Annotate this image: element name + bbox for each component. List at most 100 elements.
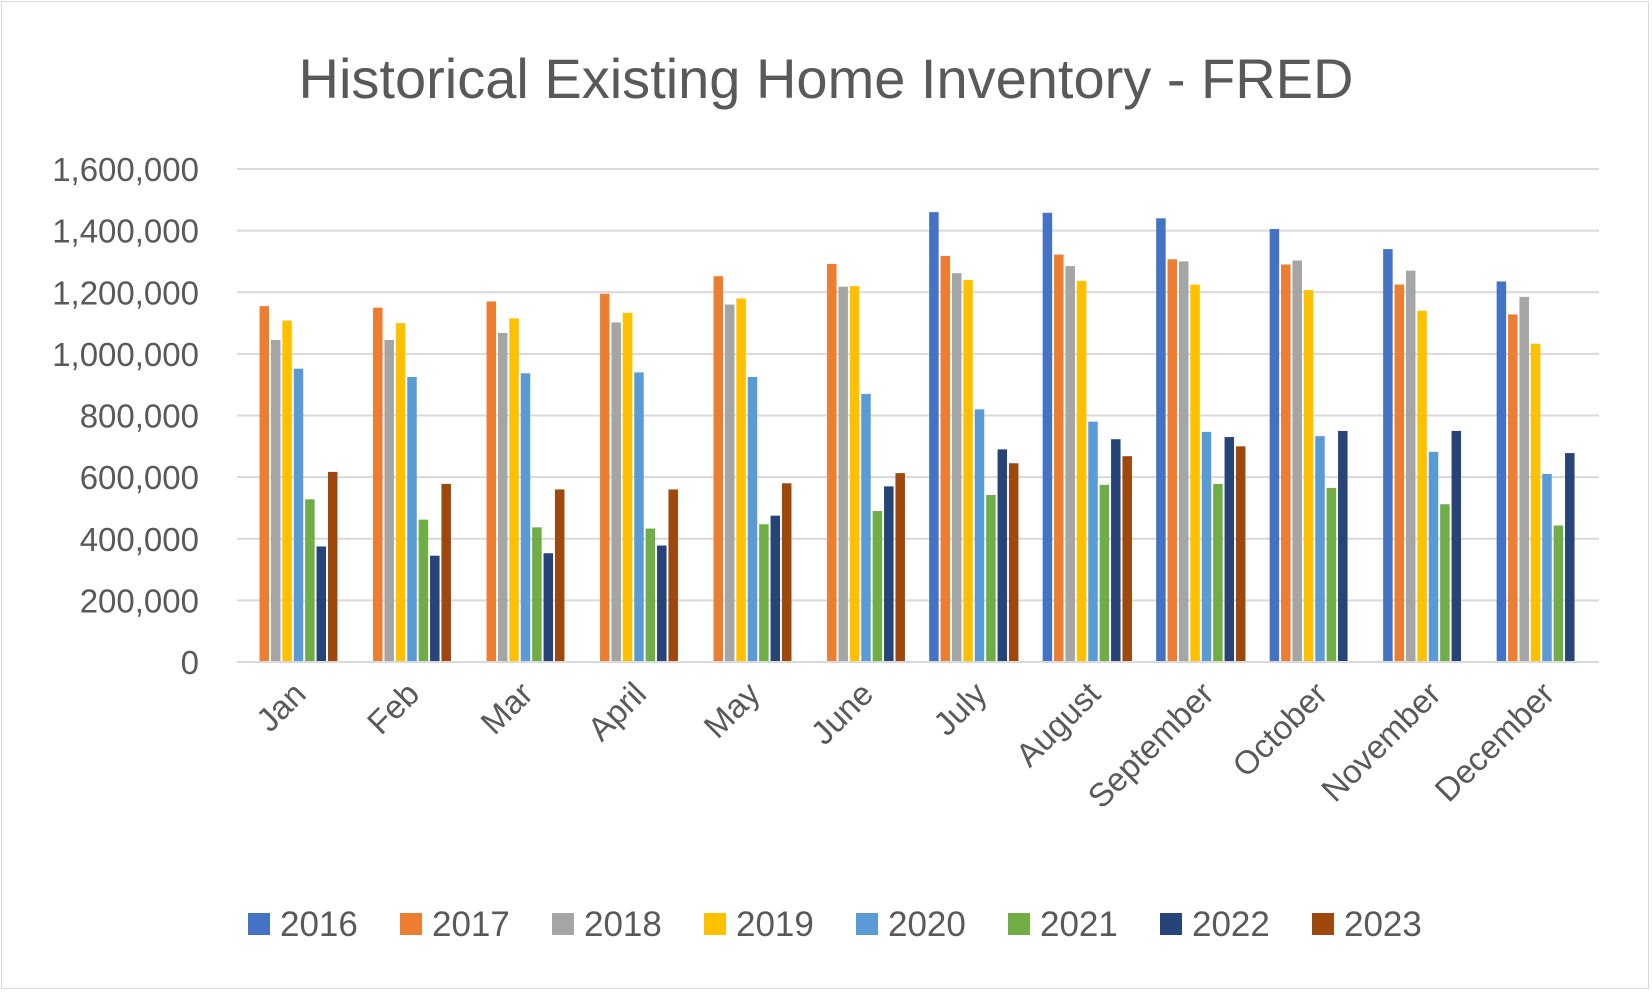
bar-2022-mar <box>543 553 554 662</box>
bar-2022-july <box>997 449 1008 662</box>
bar-2022-december <box>1565 453 1575 662</box>
bar-2019-july <box>963 279 973 662</box>
chart-title: Historical Existing Home Inventory - FRE… <box>299 47 1354 110</box>
x-tick-label: October <box>1225 675 1334 784</box>
legend-swatch-2023 <box>1312 913 1334 935</box>
bar-2018-july <box>951 273 962 662</box>
legend-label-2017: 2017 <box>432 905 510 944</box>
bar-2020-may <box>747 376 758 662</box>
bar-2018-october <box>1292 260 1302 662</box>
bar-2023-april <box>668 489 678 662</box>
bar-2022-may <box>770 515 781 662</box>
bar-2020-jan <box>293 368 304 662</box>
bar-2019-may <box>736 298 746 662</box>
y-tick-label: 200,000 <box>80 582 199 619</box>
bar-2016-november <box>1383 249 1393 663</box>
bar-2018-mar <box>497 332 508 662</box>
bar-2023-jan <box>327 471 338 662</box>
bar-2016-december <box>1496 281 1507 662</box>
bar-2018-september <box>1178 261 1189 662</box>
bar-2023-feb <box>441 483 451 662</box>
bar-2022-september <box>1224 437 1235 662</box>
bar-2016-july <box>929 212 939 662</box>
bar-2020-july <box>974 409 985 662</box>
bar-2019-june <box>849 286 860 662</box>
bar-2020-feb <box>407 376 417 662</box>
bar-2021-jan <box>305 499 315 662</box>
bar-2016-october <box>1269 229 1280 662</box>
bar-2021-june <box>872 511 883 662</box>
bar-2021-mar <box>532 527 542 662</box>
bar-2021-july <box>986 495 996 662</box>
x-tick-label: July <box>926 674 994 742</box>
bar-2019-jan <box>282 320 292 662</box>
x-tick-label: Jan <box>249 675 313 739</box>
y-tick-label: 1,400,000 <box>52 213 199 250</box>
bar-2020-april <box>634 372 644 662</box>
bar-2017-july <box>940 255 951 662</box>
legend-label-2023: 2023 <box>1344 905 1422 944</box>
x-tick-label: June <box>803 675 880 752</box>
bar-2017-september <box>1167 259 1178 662</box>
y-tick-label: 1,200,000 <box>52 274 199 311</box>
bar-2023-august <box>1122 456 1132 662</box>
bar-2019-mar <box>509 318 519 662</box>
bar-2016-september <box>1156 218 1166 663</box>
bar-2019-october <box>1303 290 1314 662</box>
legend-label-2018: 2018 <box>584 905 662 944</box>
bar-2023-september <box>1235 446 1246 662</box>
bar-2017-august <box>1054 254 1064 662</box>
bar-2021-may <box>759 524 769 662</box>
bar-2017-october <box>1281 264 1291 662</box>
y-axis-ticks: 0 200,000 400,000 600,000 800,000 1,000,000 1,… <box>52 151 199 681</box>
bar-2019-november <box>1417 310 1427 662</box>
bar-2023-may <box>781 483 792 662</box>
x-tick-label: April <box>580 675 653 748</box>
y-tick-label: 0 <box>181 644 199 681</box>
bar-2018-may <box>724 304 735 662</box>
bar-2021-november <box>1440 504 1450 662</box>
bar-2019-september <box>1190 284 1200 662</box>
y-tick-label: 800,000 <box>80 398 199 435</box>
legend-swatch-2021 <box>1008 913 1030 935</box>
legend-swatch-2020 <box>856 913 878 935</box>
y-tick-label: 600,000 <box>80 459 199 496</box>
bar-2020-mar <box>520 373 531 662</box>
bar-2017-may <box>713 276 724 662</box>
legend-swatch-2017 <box>400 913 422 935</box>
bar-2017-jan <box>259 306 270 662</box>
x-tick-label: August <box>1008 675 1107 774</box>
bar-2021-october <box>1326 487 1337 662</box>
x-tick-label: November <box>1314 675 1448 809</box>
bar-2023-june <box>895 473 905 662</box>
bar-2017-november <box>1394 284 1405 662</box>
bar-2019-feb <box>395 323 406 662</box>
bar-2019-april <box>622 312 633 662</box>
bar-2021-september <box>1213 483 1223 662</box>
bar-2017-december <box>1508 314 1518 662</box>
bar-2021-december <box>1553 525 1564 662</box>
y-tick-label: 1,600,000 <box>52 151 199 188</box>
bar-2022-august <box>1111 439 1121 662</box>
bar-2018-jan <box>270 340 281 662</box>
bars <box>259 212 1575 663</box>
legend-swatch-2016 <box>248 913 270 935</box>
bar-2020-october <box>1315 436 1325 662</box>
legend-swatch-2019 <box>704 913 726 935</box>
legend-label-2020: 2020 <box>888 905 966 944</box>
legend: 2016 2017 2018 2019 2020 2021 2022 2023 <box>248 905 1422 944</box>
bar-2020-august <box>1088 421 1098 662</box>
bar-2020-november <box>1428 451 1439 662</box>
legend-swatch-2018 <box>552 913 574 935</box>
x-axis-ticks: Jan Feb Mar April May June July AugustSeptember… <box>249 674 1561 815</box>
bar-2017-april <box>600 293 610 662</box>
bar-2020-september <box>1201 431 1212 662</box>
bar-2019-december <box>1530 343 1541 662</box>
bar-2019-august <box>1076 280 1087 662</box>
bar-2022-april <box>657 545 667 662</box>
bar-2018-november <box>1405 270 1416 662</box>
bar-2018-feb <box>384 340 394 662</box>
x-tick-label: May <box>696 674 767 745</box>
